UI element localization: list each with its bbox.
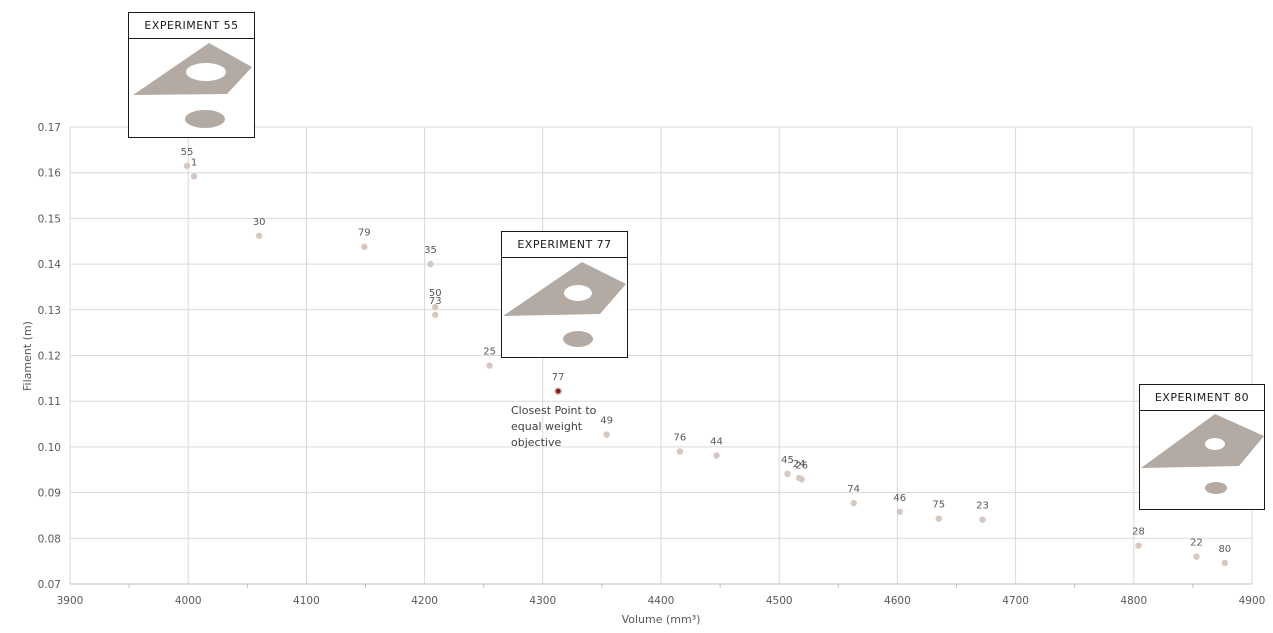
data-point [850,499,857,507]
x-tick-label: 4700 [1002,595,1029,607]
y-tick-label: 0.15 [38,213,61,225]
data-label: 75 [932,500,945,511]
data-label: 45 [781,455,794,466]
data-point [255,232,263,239]
x-tick-label: 4000 [175,595,202,607]
data-label: 24 [793,459,806,470]
y-tick-label: 0.10 [38,442,61,454]
data-point [896,508,903,515]
data-label: 30 [253,217,266,228]
x-tick-label: 4500 [766,595,793,607]
data-point [979,516,986,523]
data-label: 50 [429,288,442,299]
part-render-image [1141,414,1264,494]
data-point [784,470,791,478]
data-label: 28 [1132,527,1145,538]
data-point [935,515,942,522]
data-point [183,162,191,170]
y-tick-label: 0.14 [38,259,62,271]
x-tick-label: 4900 [1239,595,1266,607]
data-point [554,387,563,396]
data-label: 77 [552,372,565,383]
experiment-80-inset: EXPERIMENT 80 [1139,384,1265,510]
inset-title: EXPERIMENT 80 [1140,385,1264,411]
y-tick-label: 0.08 [38,533,61,545]
inset-title: EXPERIMENT 77 [502,232,627,258]
y-tick-label: 0.09 [38,488,61,500]
data-point [1193,553,1200,560]
data-point [676,448,684,455]
data-points [183,162,1229,567]
data-label: 79 [358,228,371,239]
inset-title: EXPERIMENT 55 [129,13,254,39]
data-point [190,173,198,180]
x-axis-title: Volume (mm³) [622,613,701,626]
data-point [361,243,368,250]
data-label: 73 [429,296,442,307]
data-point [603,431,610,438]
closest-point-annotation: Closest Point to equal weight objective [511,404,597,449]
data-point [1221,559,1229,567]
data-label: 1 [191,157,197,168]
data-point [432,303,439,311]
y-axis-title: Filament (m) [21,321,34,391]
data-point [1135,542,1142,549]
x-tick-label: 4200 [411,595,438,607]
data-point [798,476,805,483]
part-render-image [133,43,252,128]
experiment-55-inset: EXPERIMENT 55 [128,12,255,138]
x-tick-labels: 3900 4000 4100 4200 4300 4400 4500 4600 4700 4800… [57,595,1266,607]
data-label: 76 [674,432,687,443]
x-tick-label: 4600 [884,595,911,607]
part-render-image [503,262,626,347]
x-tick-label: 4300 [529,595,556,607]
y-tick-label: 0.16 [38,168,62,180]
data-label: 46 [893,493,906,504]
data-label: 55 [181,147,194,158]
y-tick-label: 0.07 [38,579,61,591]
y-tick-label: 0.17 [38,122,61,134]
data-label: 35 [424,245,437,256]
y-tick-label: 0.13 [38,305,61,317]
data-label: 25 [483,347,496,358]
x-tick-label: 4800 [1120,595,1147,607]
data-label: 23 [976,501,989,512]
experiment-77-inset: EXPERIMENT 77 [501,231,628,358]
data-label: 22 [1190,538,1203,549]
data-label: 49 [600,416,613,427]
x-tick-label: 4100 [293,595,320,607]
data-label: 80 [1218,544,1231,555]
y-tick-label: 0.11 [38,396,61,408]
x-tick-label: 4400 [648,595,675,607]
data-point [432,311,439,319]
y-tick-labels: 0.07 0.08 0.09 0.10 0.11 0.12 0.13 0.14 0.15 0.16… [38,122,62,591]
data-label: 44 [710,437,723,448]
x-tick-label: 3900 [57,595,84,607]
data-point [427,260,434,268]
data-label: 26 [795,460,808,471]
data-point [713,452,720,459]
data-point [486,362,493,369]
y-tick-label: 0.12 [38,351,61,363]
data-label: 74 [847,484,860,495]
grid-lines [69,126,1253,588]
